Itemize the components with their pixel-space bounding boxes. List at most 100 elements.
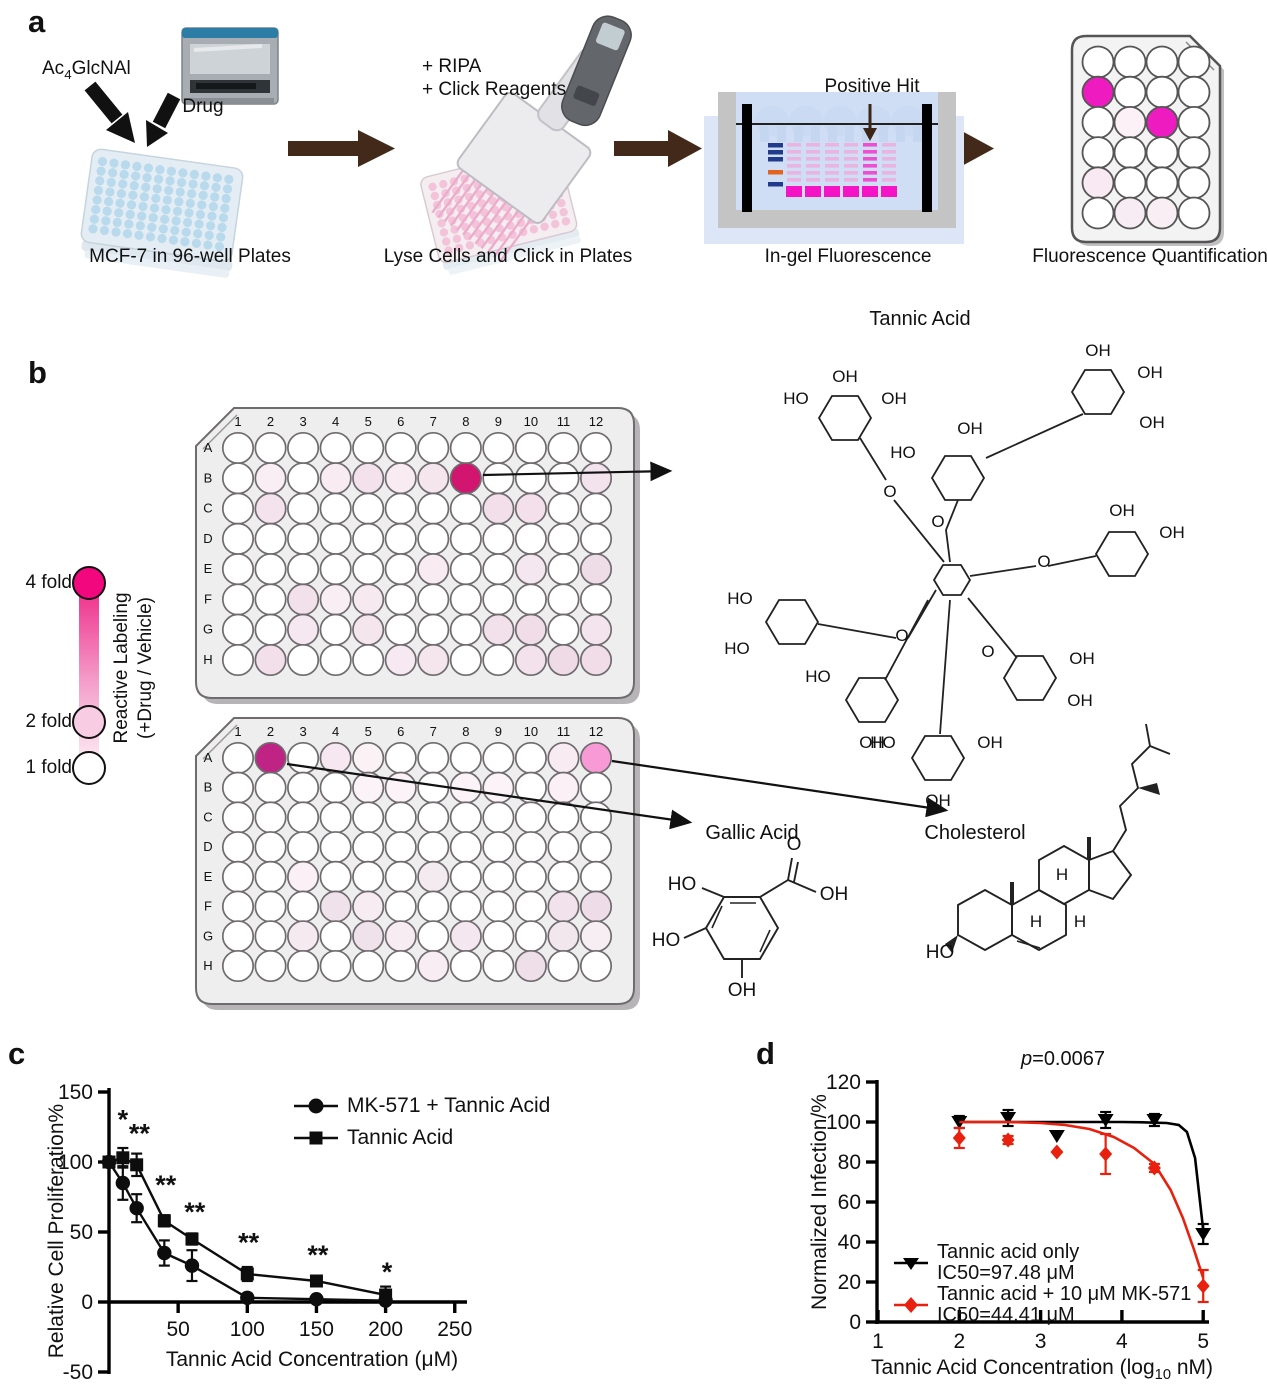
svg-text:3: 3 — [299, 414, 306, 429]
well-G10 — [514, 920, 547, 953]
well-D2 — [254, 522, 287, 555]
well-B9 — [482, 462, 515, 495]
panel-b-label: b — [28, 355, 47, 390]
well-A11 — [547, 431, 580, 465]
well-G10 — [514, 613, 547, 646]
well-F7 — [417, 890, 450, 923]
svg-text:5: 5 — [1197, 1330, 1209, 1353]
well-H1 — [221, 643, 255, 677]
svg-text:OH: OH — [728, 980, 757, 1001]
svg-text:*: * — [118, 1104, 129, 1134]
svg-text:60: 60 — [838, 1191, 861, 1214]
well-H10 — [514, 949, 547, 983]
well-F11 — [547, 583, 580, 616]
well-B11 — [547, 771, 580, 804]
well-G12 — [579, 920, 613, 953]
well-A12 — [579, 741, 613, 775]
svg-text:OH: OH — [1137, 363, 1163, 382]
well-B4 — [319, 771, 352, 804]
svg-text:11: 11 — [557, 414, 571, 429]
circle-marker-icon — [294, 1098, 338, 1114]
well-H10 — [514, 643, 547, 677]
well-E10 — [514, 860, 547, 893]
well-D4 — [319, 831, 352, 864]
well-B5 — [352, 462, 385, 495]
well-D9 — [482, 522, 515, 555]
svg-text:HO: HO — [727, 589, 753, 608]
well-E9 — [482, 860, 515, 893]
well-F9 — [482, 583, 515, 616]
svg-text:1: 1 — [872, 1330, 884, 1353]
svg-text:1: 1 — [234, 724, 241, 739]
well-H3 — [287, 949, 320, 983]
well-H9 — [482, 643, 515, 677]
chart-d-legend-item-1: Tannic acid only IC50=97.48 μM — [894, 1242, 1079, 1284]
svg-text:OH: OH — [1109, 501, 1135, 520]
svg-text:200: 200 — [368, 1318, 403, 1341]
gel-lanes — [768, 143, 897, 197]
well-F8 — [449, 583, 482, 616]
well-D4 — [319, 522, 352, 555]
well-B6 — [384, 771, 417, 804]
well-D1 — [221, 831, 255, 864]
drug-label: + Drug — [166, 96, 224, 117]
svg-text:5: 5 — [365, 724, 372, 739]
well-H5 — [352, 643, 385, 677]
gel-tank-icon — [704, 92, 964, 244]
well-A10 — [514, 431, 547, 465]
p-value-label: p=0.0067 — [1021, 1048, 1105, 1070]
chart-d-legend-item-2: Tannic acid + 10 μM MK-571 IC50=44.41 μM — [894, 1284, 1191, 1326]
triangle-down-marker-icon — [894, 1258, 928, 1270]
well-C3 — [287, 801, 320, 834]
diamond-marker-icon — [894, 1297, 928, 1313]
well-E12 — [579, 553, 613, 586]
svg-text:D: D — [203, 531, 212, 546]
svg-text:0: 0 — [849, 1311, 861, 1334]
cholesterol-structure: HO H H H — [926, 723, 1171, 963]
well-G7 — [417, 920, 450, 953]
gallic-acid-structure: HO HO OH O OH — [652, 834, 849, 1001]
svg-text:HO: HO — [890, 443, 916, 462]
well-G5 — [352, 613, 385, 646]
svg-text:250: 250 — [437, 1318, 472, 1341]
well-E11 — [547, 553, 580, 586]
well-B3 — [287, 462, 320, 495]
well-A11 — [547, 741, 580, 775]
ripa-label: + RIPA + Click Reagents — [422, 56, 567, 100]
fold-scale — [72, 566, 106, 785]
svg-text:100: 100 — [58, 1151, 93, 1174]
svg-text:HO: HO — [652, 930, 681, 951]
svg-text:1: 1 — [234, 414, 241, 429]
well-G2 — [254, 920, 287, 953]
well-H4 — [319, 643, 352, 677]
well-F9 — [482, 890, 515, 923]
well-C5 — [352, 492, 385, 525]
well-D11 — [547, 522, 580, 555]
svg-text:OH: OH — [1067, 691, 1093, 710]
well-F6 — [384, 583, 417, 616]
well-D10 — [514, 831, 547, 864]
gallic-acid-title: Gallic Acid — [705, 822, 799, 844]
svg-text:50: 50 — [166, 1318, 189, 1341]
well-C10 — [514, 801, 547, 834]
svg-text:O: O — [883, 482, 896, 501]
chart-c-xlabel: Tannic Acid Concentration (μM) — [165, 1348, 459, 1371]
quantification-plate — [1070, 34, 1224, 246]
svg-text:6: 6 — [397, 724, 404, 739]
treatment-arrows-icon — [84, 81, 181, 147]
chart-infection: 0 20 40 60 80 100 120 1 2 3 4 5 — [826, 1071, 1212, 1353]
well-E7 — [417, 553, 450, 586]
well-B2 — [254, 771, 287, 804]
chart-d-ylabel: Normalized Infection/% — [808, 1094, 831, 1310]
well-G3 — [287, 920, 320, 953]
scale-1fold-label: 1 fold — [25, 757, 72, 778]
svg-text:10: 10 — [524, 414, 538, 429]
svg-text:50: 50 — [70, 1221, 93, 1244]
well-F3 — [287, 890, 320, 923]
reagent-label: Ac4GlcNAl — [42, 58, 131, 82]
well-D11 — [547, 831, 580, 864]
positive-hit-label: Positive Hit — [824, 76, 920, 97]
